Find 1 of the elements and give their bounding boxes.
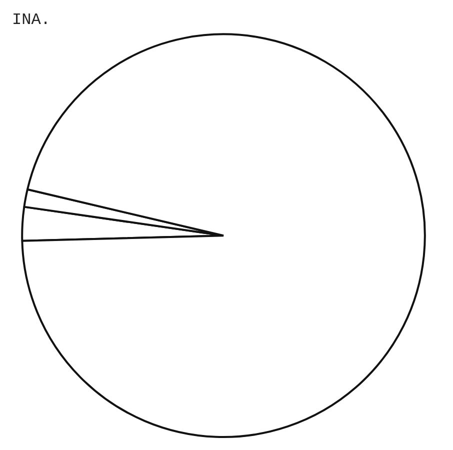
chart-title: INA. xyxy=(12,10,50,29)
